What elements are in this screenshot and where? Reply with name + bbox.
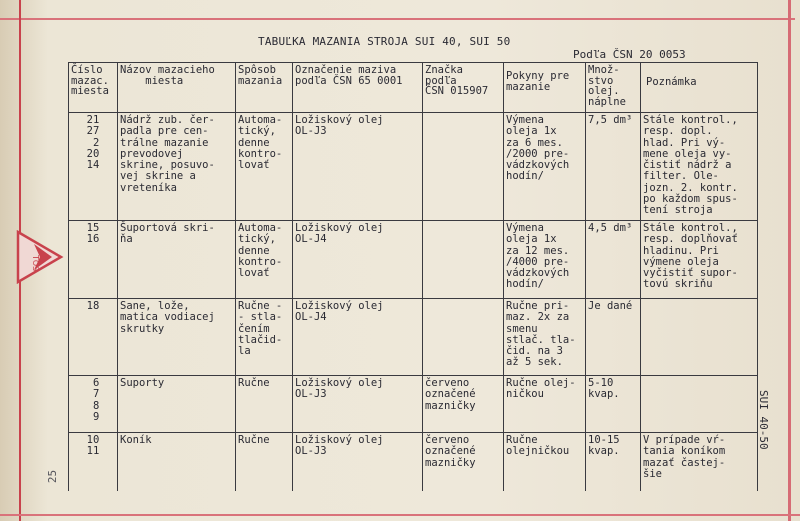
header-cell: Označenie maziva podľa ČSN 65 0001	[292, 62, 423, 113]
cell: Stále kontrol., resp. dopl. hlad. Pri vý…	[640, 112, 758, 221]
cell: 7,5 dm³	[585, 112, 641, 221]
cell: 21 27 2 20 14	[68, 112, 118, 221]
cell: Ložiskový olej OL-J3	[292, 112, 423, 221]
cell: Šuportová skri- ňa	[117, 220, 236, 299]
header-cell: Číslo mazac. miesta	[68, 62, 118, 113]
svg-text:TOS: TOS	[31, 254, 40, 271]
cell: Ručne - - stla- čením tlačid- la	[235, 298, 293, 376]
cell: 6 7 8 9	[68, 375, 118, 433]
cell: červeno označené mazničky	[422, 375, 504, 433]
cell: Suporty	[117, 375, 236, 433]
cell: Stále kontrol., resp. doplňovať hladinu.…	[640, 220, 758, 299]
cell: 4,5 dm³	[585, 220, 641, 299]
table-header-row: Číslo mazac. miesta Názov mazacieho mies…	[68, 62, 758, 113]
table-row: 15 16 Šuportová skri- ňa Automa- tický, …	[68, 220, 758, 299]
cell: Sane, lože, matica vodiacej skrutky	[117, 298, 236, 376]
table-row: 18 Sane, lože, matica vodiacej skrutky R…	[68, 298, 758, 376]
cell: 10 11	[68, 432, 118, 491]
header-cell: Pokyny pre mazanie	[503, 62, 586, 113]
cell	[422, 220, 504, 299]
red-border-right	[788, 0, 791, 521]
cell	[640, 298, 758, 376]
cell: Ložiskový olej OL-J4	[292, 220, 423, 299]
red-border-bottom	[0, 514, 800, 516]
cell: V prípade vŕ- tania koníkom mazať častej…	[640, 432, 758, 491]
table-row: 6 7 8 9 Suporty Ručne Ložiskový olej OL-…	[68, 375, 758, 433]
cell	[640, 375, 758, 433]
cell: Ložiskový olej OL-J3	[292, 432, 423, 491]
header-cell: Značka podľa ČSN 015907	[422, 62, 504, 113]
cell	[422, 298, 504, 376]
cell: 10-15 kvap.	[585, 432, 641, 491]
cell: Ložiskový olej OL-J4	[292, 298, 423, 376]
cell: Koník	[117, 432, 236, 491]
header-cell: Množ- stvo olej. náplne	[585, 62, 641, 113]
document-title: TABUĽKA MAZANIA STROJA SUI 40, SUI 50	[258, 35, 511, 48]
cell: Ručne pri- maz. 2x za smenu stlač. tla- …	[503, 298, 586, 376]
red-border-top	[0, 18, 795, 20]
cell: Nádrž zub. čer- padla pre cen- trálne ma…	[117, 112, 236, 221]
cell: Ručne	[235, 375, 293, 433]
side-label: SUI 40-50	[757, 390, 770, 450]
cell: Automa- tický, denne kontro- lovať	[235, 220, 293, 299]
header-cell: Názov mazacieho miesta	[117, 62, 236, 113]
cell: 15 16	[68, 220, 118, 299]
table-row: 10 11 Koník Ručne Ložiskový olej OL-J3 č…	[68, 432, 758, 491]
cell: červeno označené mazničky	[422, 432, 504, 491]
cell: Ručne olejničkou	[503, 432, 586, 491]
cell: Výmena oleja 1x za 6 mes. /2000 pre- vád…	[503, 112, 586, 221]
header-cell: Spôsob mazania	[235, 62, 293, 113]
table-row: 21 27 2 20 14 Nádrž zub. čer- padla pre …	[68, 112, 758, 221]
lubrication-table: Číslo mazac. miesta Názov mazacieho mies…	[68, 62, 758, 491]
cell: Je dané	[585, 298, 641, 376]
cell: Výmena oleja 1x za 12 mes. /4000 pre- vá…	[503, 220, 586, 299]
cell: 18	[68, 298, 118, 376]
cell: Automa- tický, denne kontro- lovať	[235, 112, 293, 221]
cell: Ložiskový olej OL-J3	[292, 375, 423, 433]
header-cell: Poznámka	[640, 62, 758, 113]
norm-reference: Podľa ČSN 20 0053	[573, 48, 686, 61]
tos-logo: TOS	[16, 230, 64, 284]
cell: Ručne olej- ničkou	[503, 375, 586, 433]
cell: 5-10 kvap.	[585, 375, 641, 433]
page-number: 25	[46, 469, 60, 484]
cell: Ručne	[235, 432, 293, 491]
cell	[422, 112, 504, 221]
